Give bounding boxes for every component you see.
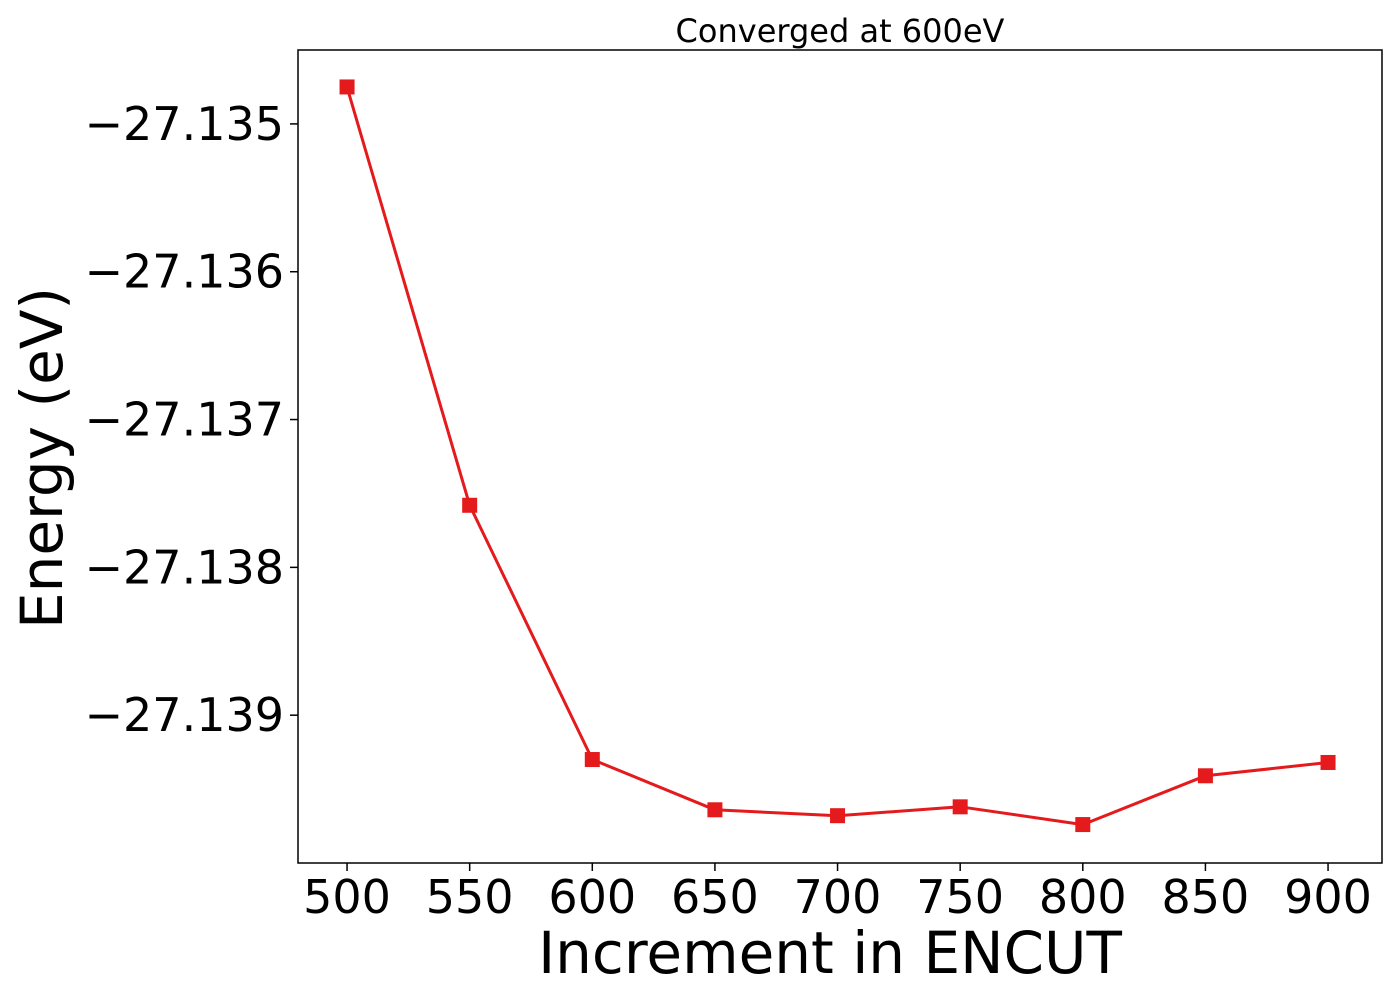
y-tick-label: −27.138 bbox=[85, 540, 285, 594]
x-axis: 500 550 600 650 700 750 800 850 900 bbox=[303, 863, 1372, 924]
y-tick-label: −27.139 bbox=[85, 688, 285, 742]
data-point bbox=[462, 497, 478, 513]
series-line bbox=[345, 86, 1329, 827]
data-point bbox=[830, 808, 846, 824]
x-tick-label: 750 bbox=[916, 870, 1004, 924]
x-tick-label: 850 bbox=[1162, 870, 1250, 924]
data-point bbox=[339, 79, 355, 95]
x-tick-label: 900 bbox=[1284, 870, 1372, 924]
plot-area: 500 550 600 650 700 750 800 850 900 −27.135−27.1… bbox=[85, 49, 1383, 924]
x-tick-label: 800 bbox=[1039, 870, 1127, 924]
y-tick-label: −27.135 bbox=[85, 97, 285, 151]
data-point bbox=[1320, 754, 1336, 770]
plot-frame bbox=[297, 49, 1383, 864]
data-point bbox=[1075, 817, 1091, 833]
x-tick-label: 550 bbox=[426, 870, 514, 924]
data-point bbox=[952, 799, 968, 815]
chart-title: Converged at 600eV bbox=[676, 12, 1005, 50]
y-axis-title: Energy (eV) bbox=[8, 287, 76, 629]
y-tick-label: −27.137 bbox=[85, 393, 285, 447]
x-tick-label: 600 bbox=[548, 870, 636, 924]
x-axis-title: Increment in ENCUT bbox=[538, 919, 1122, 987]
data-point bbox=[1197, 768, 1213, 784]
y-tick-label: −27.136 bbox=[85, 245, 285, 299]
x-tick-label: 700 bbox=[794, 870, 882, 924]
x-tick-label: 650 bbox=[671, 870, 759, 924]
data-point bbox=[707, 802, 723, 818]
data-series bbox=[339, 79, 1336, 833]
y-axis: −27.135 −27.136 −27.137 −27.138 −27.139 bbox=[85, 97, 298, 742]
data-point bbox=[584, 752, 600, 768]
x-tick-label: 500 bbox=[303, 870, 391, 924]
